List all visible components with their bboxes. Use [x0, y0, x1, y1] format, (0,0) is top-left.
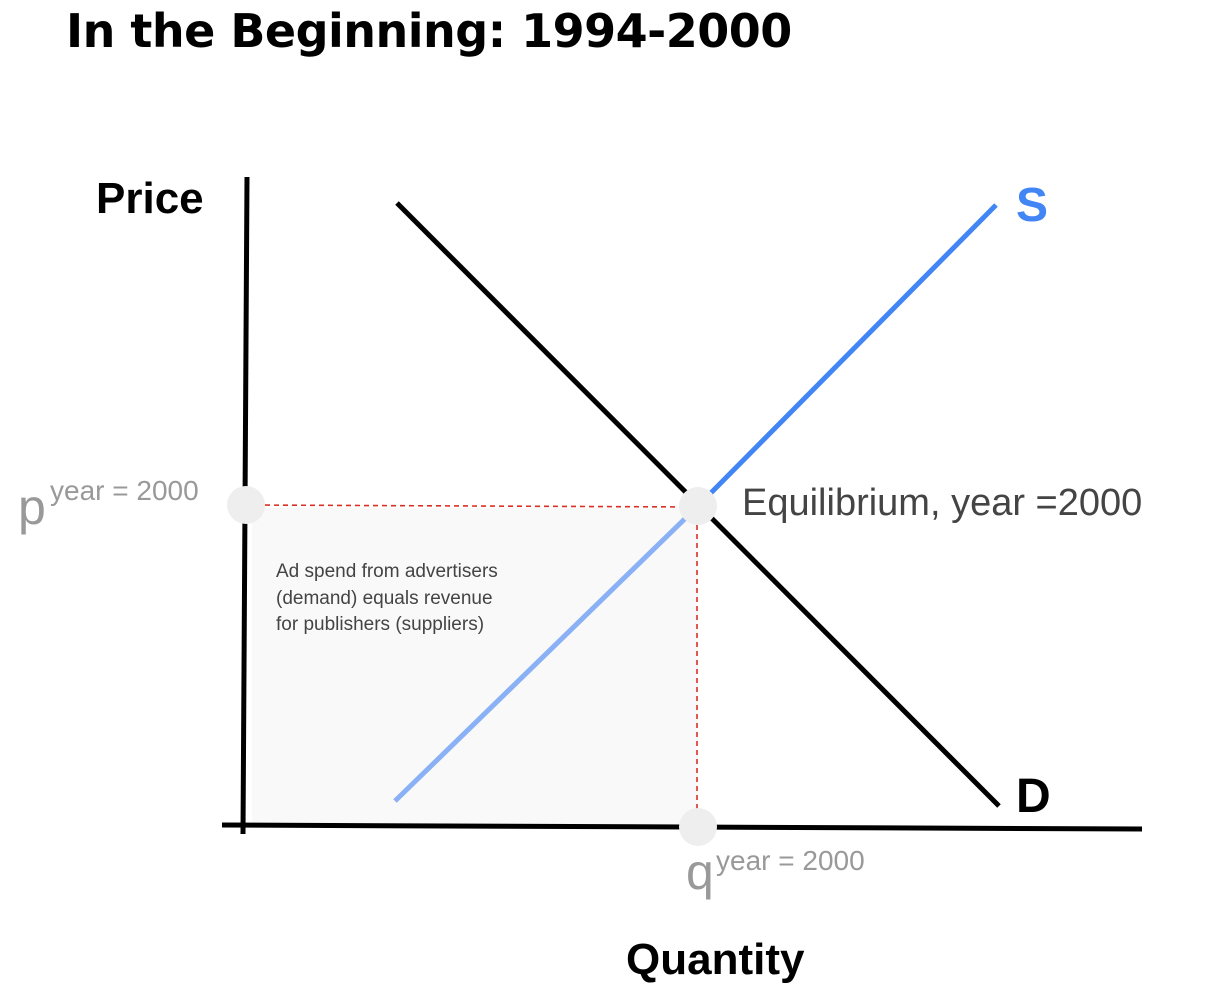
equilibrium-label: Equilibrium, year =2000 — [742, 482, 1142, 524]
quantity-point — [679, 808, 717, 846]
area-note-line-1: Ad spend from advertisers — [276, 561, 498, 582]
price-point — [227, 486, 265, 524]
y-axis-label: Price — [96, 174, 204, 223]
area-note-line-3: for publishers (suppliers) — [276, 614, 484, 635]
area-note-line-2: (demand) equals revenue — [276, 588, 493, 609]
supply-curve-upper — [695, 203, 998, 509]
revenue-area — [252, 508, 697, 826]
price-guide-line — [246, 504, 698, 508]
price-label-superscript: year = 2000 — [50, 475, 199, 506]
supply-label: S — [1016, 179, 1048, 232]
demand-label: D — [1016, 770, 1051, 823]
equilibrium-point — [679, 487, 717, 525]
page-title: In the Beginning: 1994-2000 — [66, 4, 792, 58]
supply-curve-lower — [393, 505, 699, 803]
quantity-label-superscript: year = 2000 — [716, 845, 865, 876]
quantity-label-base: q — [686, 844, 714, 900]
x-axis-label: Quantity — [626, 935, 805, 984]
price-label-base: p — [18, 479, 46, 535]
